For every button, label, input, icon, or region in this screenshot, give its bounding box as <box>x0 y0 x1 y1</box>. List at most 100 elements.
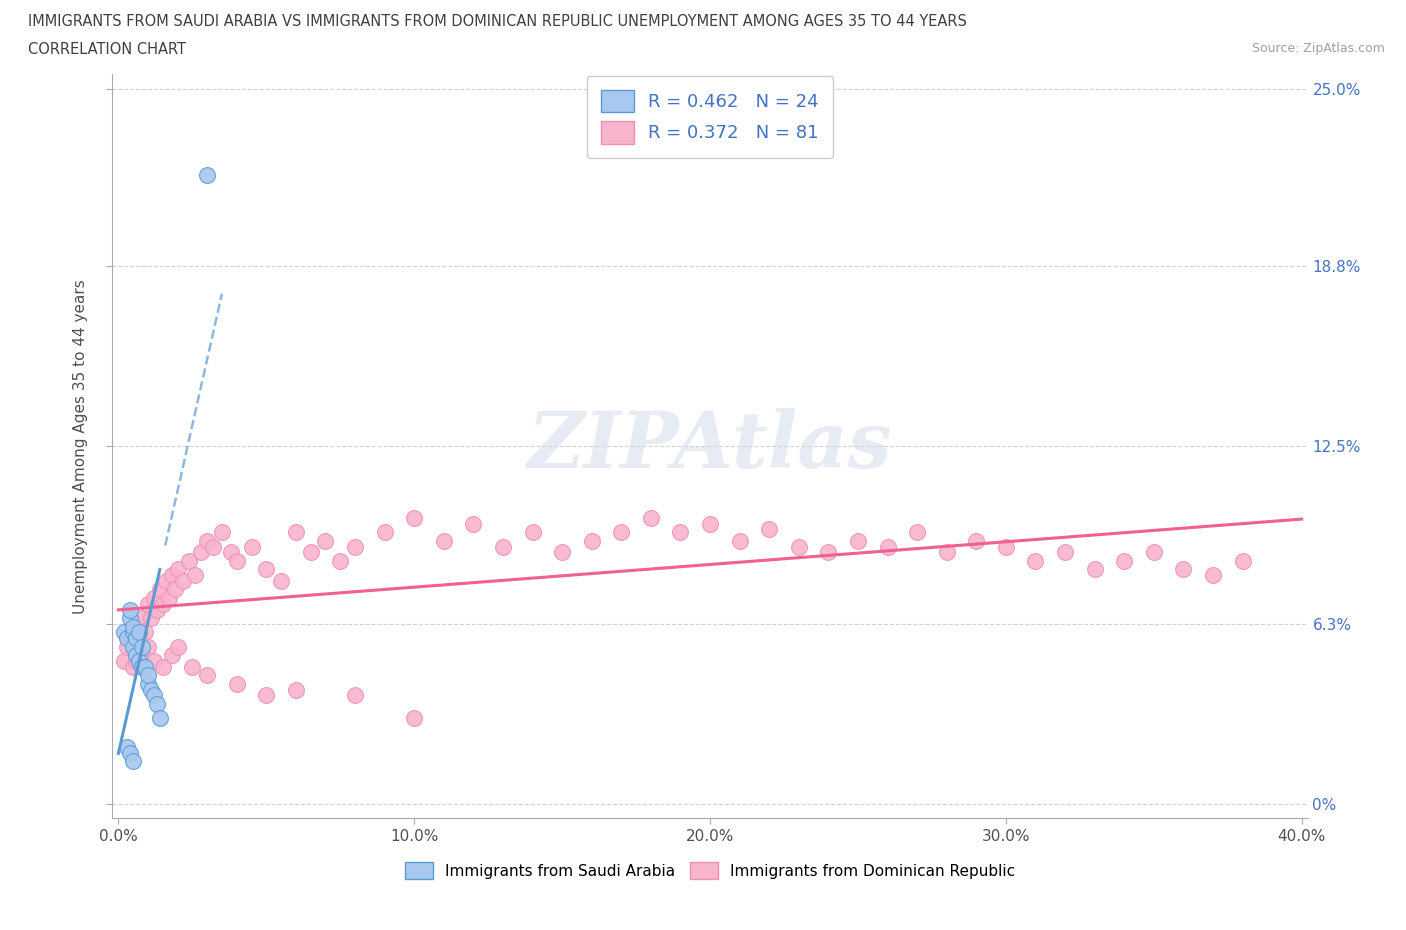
Point <box>152 659 174 674</box>
Point <box>492 539 515 554</box>
Point <box>112 654 135 669</box>
Point <box>254 688 277 703</box>
Point <box>404 711 426 725</box>
Point <box>876 539 898 554</box>
Point <box>142 654 165 669</box>
Point <box>1084 562 1107 577</box>
Point <box>122 625 145 640</box>
Point <box>640 511 662 525</box>
Point <box>1173 562 1195 577</box>
Text: CORRELATION CHART: CORRELATION CHART <box>28 42 186 57</box>
Point <box>846 534 869 549</box>
Point <box>134 625 156 640</box>
Point <box>139 611 162 626</box>
Point <box>433 534 456 549</box>
Point <box>117 739 139 754</box>
Point <box>157 591 180 605</box>
Point <box>965 534 987 549</box>
Y-axis label: Unemployment Among Ages 35 to 44 years: Unemployment Among Ages 35 to 44 years <box>73 279 89 614</box>
Point <box>551 545 574 560</box>
Point <box>1024 553 1046 568</box>
Point <box>120 631 142 645</box>
Point <box>817 545 839 560</box>
Point <box>758 522 780 537</box>
Text: IMMIGRANTS FROM SAUDI ARABIA VS IMMIGRANTS FROM DOMINICAN REPUBLIC UNEMPLOYMENT : IMMIGRANTS FROM SAUDI ARABIA VS IMMIGRAN… <box>28 14 967 29</box>
Point <box>120 745 142 760</box>
Point <box>374 525 396 539</box>
Point <box>122 753 145 768</box>
Point <box>225 676 247 691</box>
Point <box>146 697 169 711</box>
Point <box>142 688 165 703</box>
Point <box>136 668 159 683</box>
Point <box>299 545 322 560</box>
Point <box>131 648 153 663</box>
Point <box>314 534 336 549</box>
Point <box>128 654 150 669</box>
Point <box>136 676 159 691</box>
Point <box>344 688 367 703</box>
Point <box>1114 553 1136 568</box>
Point <box>202 539 225 554</box>
Point <box>179 553 201 568</box>
Point <box>219 545 242 560</box>
Point <box>1053 545 1076 560</box>
Point <box>172 574 194 589</box>
Point <box>163 582 186 597</box>
Point <box>211 525 233 539</box>
Point <box>120 611 142 626</box>
Point <box>131 639 153 654</box>
Point <box>1143 545 1166 560</box>
Point <box>166 562 188 577</box>
Point <box>270 574 292 589</box>
Point <box>149 582 172 597</box>
Point <box>284 683 307 698</box>
Point <box>134 659 156 674</box>
Point <box>120 602 142 617</box>
Point <box>160 648 183 663</box>
Point <box>935 545 957 560</box>
Point <box>128 625 150 640</box>
Point <box>787 539 810 554</box>
Point <box>581 534 603 549</box>
Point <box>463 516 485 531</box>
Point <box>166 639 188 654</box>
Point <box>190 545 212 560</box>
Point <box>195 534 218 549</box>
Point <box>184 567 207 582</box>
Point <box>344 539 367 554</box>
Point <box>122 619 145 634</box>
Legend: Immigrants from Saudi Arabia, Immigrants from Dominican Republic: Immigrants from Saudi Arabia, Immigrants… <box>399 857 1021 885</box>
Point <box>905 525 928 539</box>
Point <box>136 639 159 654</box>
Point <box>522 525 544 539</box>
Point <box>125 648 148 663</box>
Point <box>240 539 263 554</box>
Point <box>131 611 153 626</box>
Point <box>610 525 633 539</box>
Point <box>284 525 307 539</box>
Point <box>699 516 721 531</box>
Point <box>117 631 139 645</box>
Point <box>125 631 148 645</box>
Point <box>125 654 148 669</box>
Point <box>994 539 1017 554</box>
Point <box>669 525 692 539</box>
Point <box>152 596 174 611</box>
Point <box>122 639 145 654</box>
Point <box>112 625 135 640</box>
Point <box>125 619 148 634</box>
Point <box>329 553 352 568</box>
Text: ZIPAtlas: ZIPAtlas <box>527 408 893 485</box>
Point <box>142 591 165 605</box>
Point <box>149 711 172 725</box>
Point <box>1232 553 1254 568</box>
Point <box>195 668 218 683</box>
Point <box>146 602 169 617</box>
Point <box>122 659 145 674</box>
Point <box>136 596 159 611</box>
Text: Source: ZipAtlas.com: Source: ZipAtlas.com <box>1251 42 1385 55</box>
Point <box>160 567 183 582</box>
Point <box>131 659 153 674</box>
Point <box>122 625 145 640</box>
